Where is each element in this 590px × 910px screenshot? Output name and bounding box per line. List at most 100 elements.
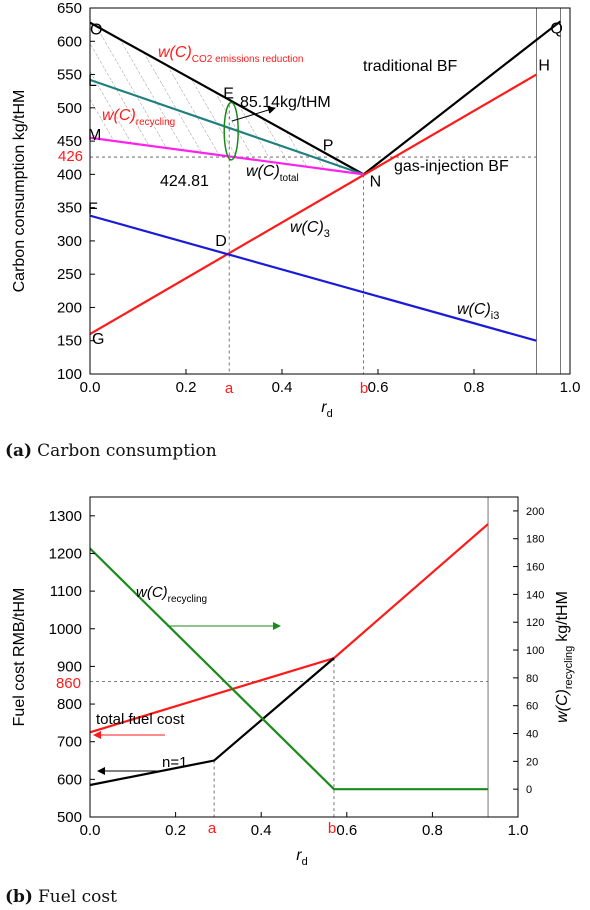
chart-a-label-co2-main: w(C): [158, 44, 192, 61]
chart-b-y2tick-label: 80: [526, 673, 538, 685]
chart-a-xtick-label: 0.0: [80, 379, 101, 396]
chart-a-ytick-label: 550: [57, 67, 82, 84]
chart-a-series-line-1: [362, 20, 562, 176]
chart-a-ytick-label: 400: [57, 166, 82, 183]
chart-a-point-label-m: M: [88, 127, 101, 144]
chart-a-xtick-label: 0.4: [272, 379, 293, 396]
chart-b-caption: (b) Fuel cost: [5, 887, 117, 907]
chart-a-caption-tag: (a): [5, 441, 32, 461]
chart-a-point-label-o: O: [90, 22, 102, 39]
chart-b-ytick-label: 1200: [49, 545, 82, 562]
chart-a-series-line-3: [90, 214, 537, 342]
chart-a-ytick-label: 600: [57, 33, 82, 50]
chart-b-series-line-1: [90, 657, 335, 787]
chart-a-xtick-label: 0.2: [176, 379, 197, 396]
chart-a-label-c3-main: w(C): [290, 219, 324, 236]
chart-a-xlabel: rd: [321, 399, 332, 420]
chart-a-series: [90, 20, 562, 342]
chart-b-xlabel-sub: d: [302, 856, 308, 868]
chart-a-point-label-q: Q: [550, 20, 562, 37]
chart-b-xmark-b: b: [328, 820, 336, 837]
chart-a-arrow-reduction: [231, 106, 276, 122]
chart-a-label-ci3-main: w(C): [457, 301, 491, 318]
chart-b-ytick-label: 500: [57, 809, 82, 826]
chart-a-point-label-f: F: [88, 201, 98, 218]
chart-a-label-recycling: w(C)recycling: [102, 107, 175, 128]
chart-b-y2label: w(C)recycling kg/tHM: [554, 591, 575, 723]
chart-b-label-total-fuel: total fuel cost: [96, 711, 185, 728]
chart-a-series-line-0: [90, 21, 365, 176]
chart-a-xtick-label: 0.8: [464, 379, 485, 396]
chart-a-point-label-n: N: [370, 173, 382, 190]
chart-b-label-recycling-sub: recycling: [168, 594, 207, 605]
chart-b-ytick-label: 900: [57, 658, 82, 675]
chart-a-gas-injection-label: gas-injection BF: [394, 158, 509, 175]
chart-b-ytick-label: 1100: [50, 583, 82, 600]
chart-a-label-ci3: w(C)i3: [457, 301, 499, 322]
chart-a-series-line-2: [90, 73, 537, 336]
chart-b-series-line-2: [90, 547, 489, 791]
chart-a-label-ci3-sub: i3: [491, 310, 500, 322]
chart-a-caption: (a) Carbon consumption: [5, 441, 217, 461]
chart-b-label-n1: n=1: [162, 754, 187, 771]
chart-b-label-recycling-main: w(C): [136, 584, 168, 601]
chart-b-ytick-label: 800: [57, 696, 82, 713]
chart-a-ellipse: [223, 101, 239, 161]
chart-b-xticks: 0.0 0.2 0.4 0.6 0.8 1.0: [80, 812, 529, 839]
chart-b-y2label-sub: recycling: [563, 646, 575, 689]
chart-a-ytick-label: 100: [57, 366, 82, 383]
chart-b-hline-label: 860: [56, 675, 81, 692]
chart-a: 0.0 0.2 0.4 0.6 0.8 1.0 100 150 200 250 300 350 400…: [5, 0, 580, 461]
chart-a-label-c3: w(C)3: [290, 219, 330, 240]
chart-b-caption-text: Fuel cost: [38, 887, 117, 907]
chart-b-label-recycling: w(C)recycling: [136, 584, 207, 605]
chart-a-label-recycling-main: w(C): [102, 107, 136, 124]
chart-b-series-line-0: [90, 523, 489, 734]
chart-a-point-value: 424.81: [160, 173, 209, 190]
chart-a-xlabel-main: r: [321, 399, 327, 416]
chart-b-ylabel: Fuel cost RMB/tHM: [11, 588, 28, 727]
chart-b-y2label-unit: kg/tHM: [554, 591, 571, 642]
chart-a-caption-text: Carbon consumption: [37, 441, 217, 461]
chart-a-xmark-a: a: [225, 380, 234, 397]
chart-b-y2tick-label: 140: [526, 589, 544, 601]
chart-a-label-total-main: w(C): [246, 163, 280, 180]
chart-a-traditional-label: traditional BF: [363, 58, 457, 75]
chart-a-point-label-l: L: [88, 73, 97, 90]
chart-a-hline-label: 426: [58, 148, 83, 165]
chart-b-xtick-label: 0.8: [422, 822, 443, 839]
chart-b-series: [90, 523, 489, 791]
chart-b-xtick-label: 0.2: [165, 822, 186, 839]
chart-b-xtick-label: 0.4: [251, 822, 272, 839]
chart-b-xtick-label: 0.6: [336, 822, 357, 839]
chart-a-xtick-label: 1.0: [560, 379, 581, 396]
chart-a-yticks: 100 150 200 250 300 350 400 450 500 550 600 650: [57, 0, 95, 383]
chart-a-series-line-4: [90, 78, 364, 176]
chart-b-xtick-label: 0.0: [80, 822, 101, 839]
chart-a-plot-frame: [89, 7, 571, 375]
chart-b-y2tick-label: 40: [526, 729, 538, 741]
chart-a-ytick-label: 450: [57, 133, 82, 150]
chart-b-caption-tag: (b): [5, 887, 33, 907]
chart-b-y2tick-label: 0: [526, 784, 532, 796]
chart-b-y2tick-label: 120: [526, 617, 544, 629]
chart-a-label-c3-sub: 3: [324, 228, 330, 240]
chart-b-ytick-label: 600: [57, 771, 82, 788]
chart-a-xticks: 0.0 0.2 0.4 0.6 0.8 1.0: [80, 369, 581, 396]
chart-b-y2tick-label: 180: [526, 534, 544, 546]
chart-b-xtick-label: 1.0: [508, 822, 529, 839]
chart-b-ytick-label: 700: [57, 734, 82, 751]
chart-a-point-label-g: G: [92, 331, 104, 348]
chart-b-ytick-label: 1300: [49, 508, 82, 525]
chart-b-plot-frame: [89, 496, 519, 818]
chart-a-point-label-e: E: [223, 85, 234, 102]
chart-a-label-recycling-sub: recycling: [136, 117, 175, 128]
chart-a-xlabel-sub: d: [327, 408, 333, 420]
chart-a-ylabel: Carbon consumption kg/tHM: [11, 90, 28, 293]
chart-a-point-label-d: D: [215, 233, 227, 250]
chart-a-ytick-label: 250: [57, 266, 82, 283]
chart-b-xlabel-main: r: [296, 847, 302, 864]
chart-a-label-co2-sub: CO2 emissions reduction: [192, 54, 304, 65]
chart-a-ytick-label: 150: [57, 333, 82, 350]
chart-a-label-total-sub: total: [280, 173, 299, 184]
